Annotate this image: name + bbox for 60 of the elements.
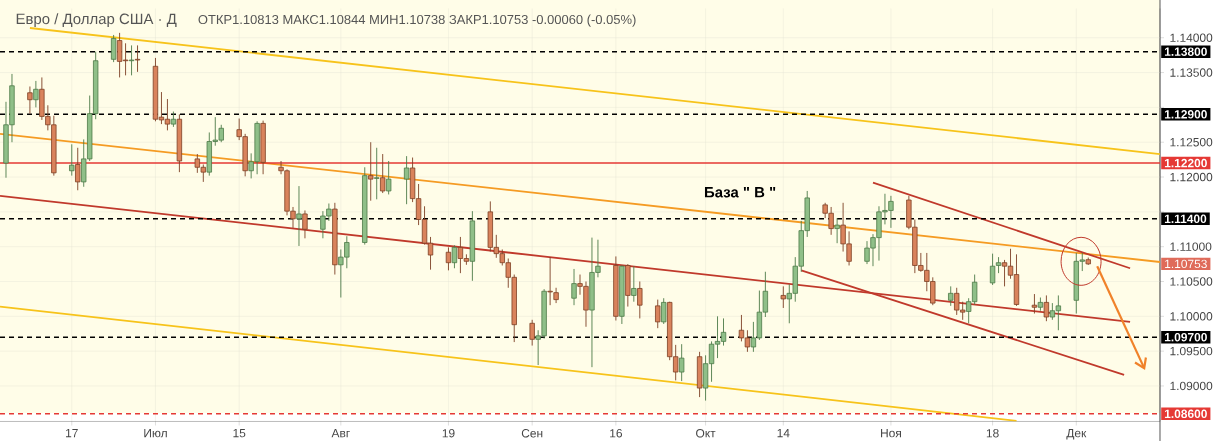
candlestick	[296, 185, 302, 247]
candlestick	[678, 343, 685, 382]
annotation: База " В "	[704, 187, 776, 198]
x-tick-label: Авг	[331, 429, 350, 438]
y-tick-label: 1.09500	[1170, 346, 1213, 356]
x-tick-label: Июл	[144, 429, 167, 438]
candlestick	[661, 297, 667, 325]
candlestick	[403, 155, 410, 205]
candlestick	[128, 44, 135, 76]
candlestick	[631, 265, 637, 303]
candlestick	[780, 285, 786, 309]
x-tick-label: 19	[442, 429, 455, 438]
candlestick	[571, 268, 577, 306]
candlestick	[655, 299, 661, 329]
ref-line-label: 1.08600	[1164, 409, 1207, 419]
y-tick-label: 1.11000	[1170, 242, 1212, 251]
candlestick	[451, 244, 458, 269]
candlestick	[134, 44, 141, 73]
x-tick-label: Дек	[1066, 429, 1087, 440]
candlestick	[380, 153, 386, 194]
ref-line-label: 1.13800	[1164, 47, 1207, 56]
candlestick	[368, 141, 374, 202]
candlestick	[27, 86, 33, 115]
candlestick	[110, 34, 117, 63]
x-tick-label: 14	[777, 429, 790, 438]
candlestick	[302, 210, 308, 239]
candlestick	[989, 253, 996, 286]
y-tick-label: 1.12000	[1170, 172, 1213, 182]
candlestick	[1043, 294, 1050, 322]
x-tick-label: Ноя	[881, 429, 901, 438]
x-tick-label: 18	[986, 429, 999, 438]
candlestick	[529, 319, 535, 347]
candlestick	[834, 217, 840, 244]
x-tick-label: 16	[610, 429, 623, 438]
ref-line-label: 1.09700	[1164, 332, 1207, 342]
candlestick	[33, 80, 39, 108]
text: 1.10753	[1165, 259, 1207, 269]
chart-title: Евро / Доллар США · Д	[16, 13, 177, 28]
candlestick	[637, 281, 643, 319]
y-tick-label: 1.14000	[1170, 33, 1213, 42]
candlestick	[1031, 293, 1038, 314]
candlestick	[445, 246, 452, 271]
candlestick	[948, 285, 954, 307]
candlestick	[75, 147, 81, 191]
y-tick-label: 1.09000	[1170, 381, 1213, 391]
ref-line-label: 1.11400	[1164, 214, 1207, 224]
chart-subtitle: ОТКР1.10813 МАКС1.10844 МИН1.10738 ЗАКР1.10753 -0.00060 (-0.05%)	[198, 14, 636, 27]
x-tick-label: 17	[66, 429, 78, 438]
x-tick-label: 15	[233, 429, 246, 438]
ref-line-label: 1.12200	[1164, 158, 1207, 168]
candlestick	[385, 160, 392, 195]
candlestick	[69, 143, 75, 177]
x-tick-label: Сен	[521, 429, 543, 438]
x-tick-label: Окт	[696, 429, 716, 438]
y-tick-label: 1.12500	[1170, 137, 1213, 147]
candlestick	[374, 147, 380, 200]
y-tick-label: 1.10000	[1170, 312, 1213, 321]
y-tick-label: 1.13500	[1170, 68, 1213, 77]
y-tick-label: 1.10500	[1170, 277, 1213, 286]
ref-line-label: 1.12900	[1164, 110, 1207, 119]
